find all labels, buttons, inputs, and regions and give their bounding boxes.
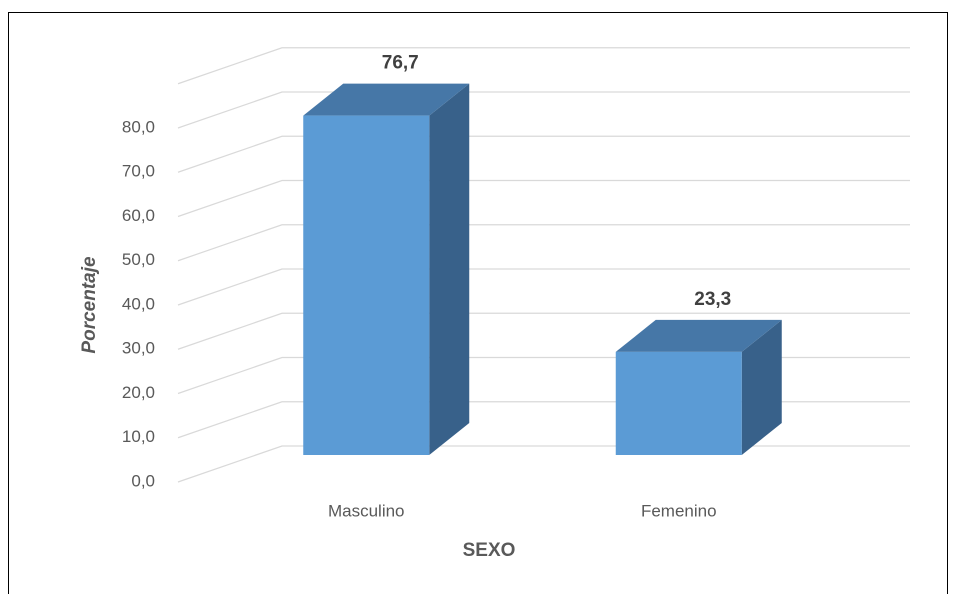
grid-line (177, 312, 910, 350)
grid-line (177, 47, 910, 85)
data-label: 23,3 (694, 289, 731, 310)
y-tick-label: 50,0 (122, 250, 155, 269)
y-tick-label: 70,0 (122, 162, 155, 181)
grid-line (177, 224, 910, 262)
chart-border (8, 12, 948, 594)
x-axis-title: SEXO (463, 540, 516, 561)
grid-line (177, 135, 910, 173)
y-tick-label: 10,0 (122, 427, 155, 446)
y-axis-title: Porcentaje (79, 256, 100, 354)
y-tick-label: 40,0 (122, 294, 155, 313)
y-tick-label: 0,0 (131, 471, 155, 490)
bar-side (741, 319, 782, 455)
grid-line (177, 268, 910, 306)
bar (303, 115, 430, 455)
y-tick-label: 60,0 (122, 206, 155, 225)
y-tick-label: 30,0 (122, 339, 155, 358)
x-tick-label: Femenino (641, 501, 717, 520)
bar-side (429, 83, 470, 455)
bar-top (303, 83, 470, 116)
bar (615, 351, 742, 455)
x-tick-label: Masculino (328, 501, 405, 520)
bar-top (615, 319, 782, 352)
data-label: 76,7 (382, 53, 419, 74)
y-tick-label: 20,0 (122, 383, 155, 402)
y-tick-label: 80,0 (122, 117, 155, 136)
grid-line (177, 91, 910, 129)
grid-line (177, 179, 910, 218)
